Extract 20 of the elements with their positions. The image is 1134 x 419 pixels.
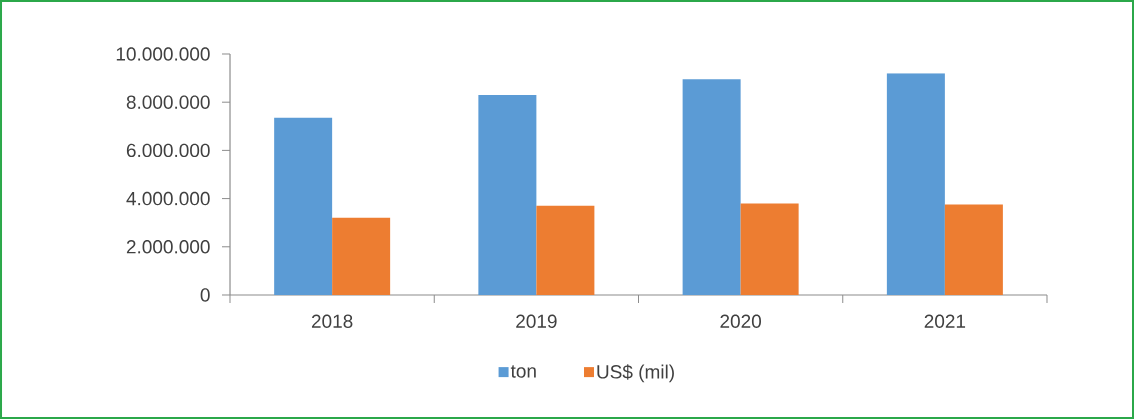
- y-tick-label: 8.000.000: [126, 95, 210, 109]
- bar: [740, 203, 799, 295]
- bar: [886, 73, 945, 295]
- x-tick-label: 2019: [516, 314, 557, 328]
- legend-label: ton: [510, 365, 536, 378]
- bar: [332, 217, 391, 295]
- y-tick-label: 2.000.000: [126, 240, 210, 254]
- bar: [682, 79, 741, 295]
- x-tick-label: 2021: [924, 314, 966, 328]
- y-tick-label: 6.000.000: [126, 143, 210, 158]
- y-tick-label: 0: [200, 288, 210, 302]
- bar: [478, 94, 537, 295]
- y-tick-label: 4.000.000: [126, 191, 210, 206]
- legend-label: US$ (mil): [597, 364, 674, 383]
- x-tick-label: 2020: [720, 314, 761, 328]
- bar: [274, 117, 333, 295]
- bar: [944, 204, 1003, 295]
- x-tick-label: 2018: [311, 314, 353, 328]
- bar: [536, 205, 595, 295]
- y-tick-label: 10.000.000: [116, 47, 210, 61]
